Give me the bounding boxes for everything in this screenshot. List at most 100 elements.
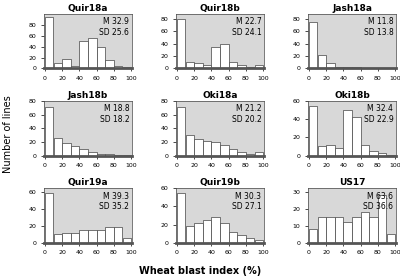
- Text: M 63.6: M 63.6: [367, 191, 393, 201]
- Bar: [80, 230, 88, 243]
- Bar: [246, 153, 254, 156]
- Bar: [352, 67, 360, 68]
- Bar: [212, 217, 220, 243]
- Title: Oki18b: Oki18b: [334, 91, 370, 100]
- Bar: [309, 22, 318, 68]
- Bar: [194, 139, 203, 156]
- Bar: [114, 227, 122, 243]
- Bar: [97, 47, 105, 68]
- Bar: [344, 222, 352, 243]
- Bar: [71, 232, 79, 243]
- Bar: [309, 106, 318, 156]
- Text: SD 35.2: SD 35.2: [100, 202, 129, 211]
- Text: M 39.3: M 39.3: [103, 191, 129, 201]
- Bar: [220, 44, 228, 68]
- Bar: [88, 230, 96, 243]
- Bar: [335, 217, 343, 243]
- Text: SD 27.1: SD 27.1: [232, 202, 261, 211]
- Title: Quir18b: Quir18b: [200, 4, 240, 13]
- Bar: [335, 67, 343, 68]
- Bar: [177, 193, 186, 243]
- Bar: [114, 66, 122, 68]
- Bar: [54, 234, 62, 243]
- Bar: [369, 217, 378, 243]
- Bar: [194, 63, 203, 68]
- Bar: [326, 217, 335, 243]
- Bar: [114, 155, 122, 156]
- Bar: [71, 146, 79, 156]
- Bar: [254, 65, 263, 68]
- Bar: [220, 145, 228, 156]
- Bar: [105, 154, 114, 156]
- Bar: [352, 117, 360, 156]
- Bar: [203, 65, 211, 68]
- Bar: [378, 195, 386, 243]
- Bar: [237, 152, 246, 156]
- Text: M 22.7: M 22.7: [236, 17, 261, 26]
- Bar: [378, 153, 386, 156]
- Bar: [254, 152, 263, 156]
- Bar: [318, 146, 326, 156]
- Text: M 21.2: M 21.2: [236, 104, 261, 113]
- Bar: [62, 59, 71, 68]
- Bar: [88, 152, 96, 156]
- Bar: [45, 107, 54, 156]
- Bar: [80, 41, 88, 68]
- Bar: [318, 55, 326, 68]
- Bar: [229, 149, 237, 156]
- Bar: [220, 223, 228, 243]
- Bar: [361, 145, 369, 156]
- Text: M 30.3: M 30.3: [235, 191, 261, 201]
- Bar: [344, 110, 352, 156]
- Bar: [80, 149, 88, 156]
- Text: SD 20.2: SD 20.2: [232, 115, 261, 124]
- Bar: [62, 143, 71, 156]
- Bar: [386, 234, 395, 243]
- Text: Wheat blast index (%): Wheat blast index (%): [139, 266, 261, 276]
- Bar: [186, 135, 194, 156]
- Text: SD 18.2: SD 18.2: [100, 115, 129, 124]
- Bar: [122, 239, 131, 243]
- Bar: [105, 60, 114, 68]
- Bar: [45, 193, 54, 243]
- Bar: [335, 148, 343, 156]
- Bar: [352, 217, 360, 243]
- Bar: [71, 66, 79, 68]
- Bar: [122, 155, 131, 156]
- Title: Oki18a: Oki18a: [202, 91, 238, 100]
- Bar: [88, 39, 96, 68]
- Bar: [203, 220, 211, 243]
- Bar: [186, 62, 194, 68]
- Bar: [62, 232, 71, 243]
- Title: Jash18a: Jash18a: [332, 4, 372, 13]
- Bar: [361, 212, 369, 243]
- Bar: [54, 138, 62, 156]
- Bar: [97, 230, 105, 243]
- Text: SD 25.6: SD 25.6: [100, 28, 129, 37]
- Bar: [229, 232, 237, 243]
- Bar: [177, 19, 186, 68]
- Bar: [54, 63, 62, 68]
- Bar: [318, 217, 326, 243]
- Title: Jash18b: Jash18b: [68, 91, 108, 100]
- Text: SD 13.8: SD 13.8: [364, 28, 393, 37]
- Bar: [203, 141, 211, 156]
- Bar: [309, 229, 318, 243]
- Bar: [369, 151, 378, 156]
- Bar: [246, 238, 254, 243]
- Title: Quir19a: Quir19a: [68, 179, 108, 187]
- Text: M 32.4: M 32.4: [368, 104, 393, 113]
- Bar: [326, 145, 335, 156]
- Bar: [105, 227, 114, 243]
- Bar: [177, 107, 186, 156]
- Title: Quir18a: Quir18a: [68, 4, 108, 13]
- Bar: [237, 235, 246, 243]
- Bar: [237, 65, 246, 68]
- Text: SD 36.6: SD 36.6: [363, 202, 393, 211]
- Bar: [186, 226, 194, 243]
- Text: M 18.8: M 18.8: [104, 104, 129, 113]
- Text: M 11.8: M 11.8: [368, 17, 393, 26]
- Bar: [45, 17, 54, 68]
- Bar: [326, 63, 335, 68]
- Bar: [212, 47, 220, 68]
